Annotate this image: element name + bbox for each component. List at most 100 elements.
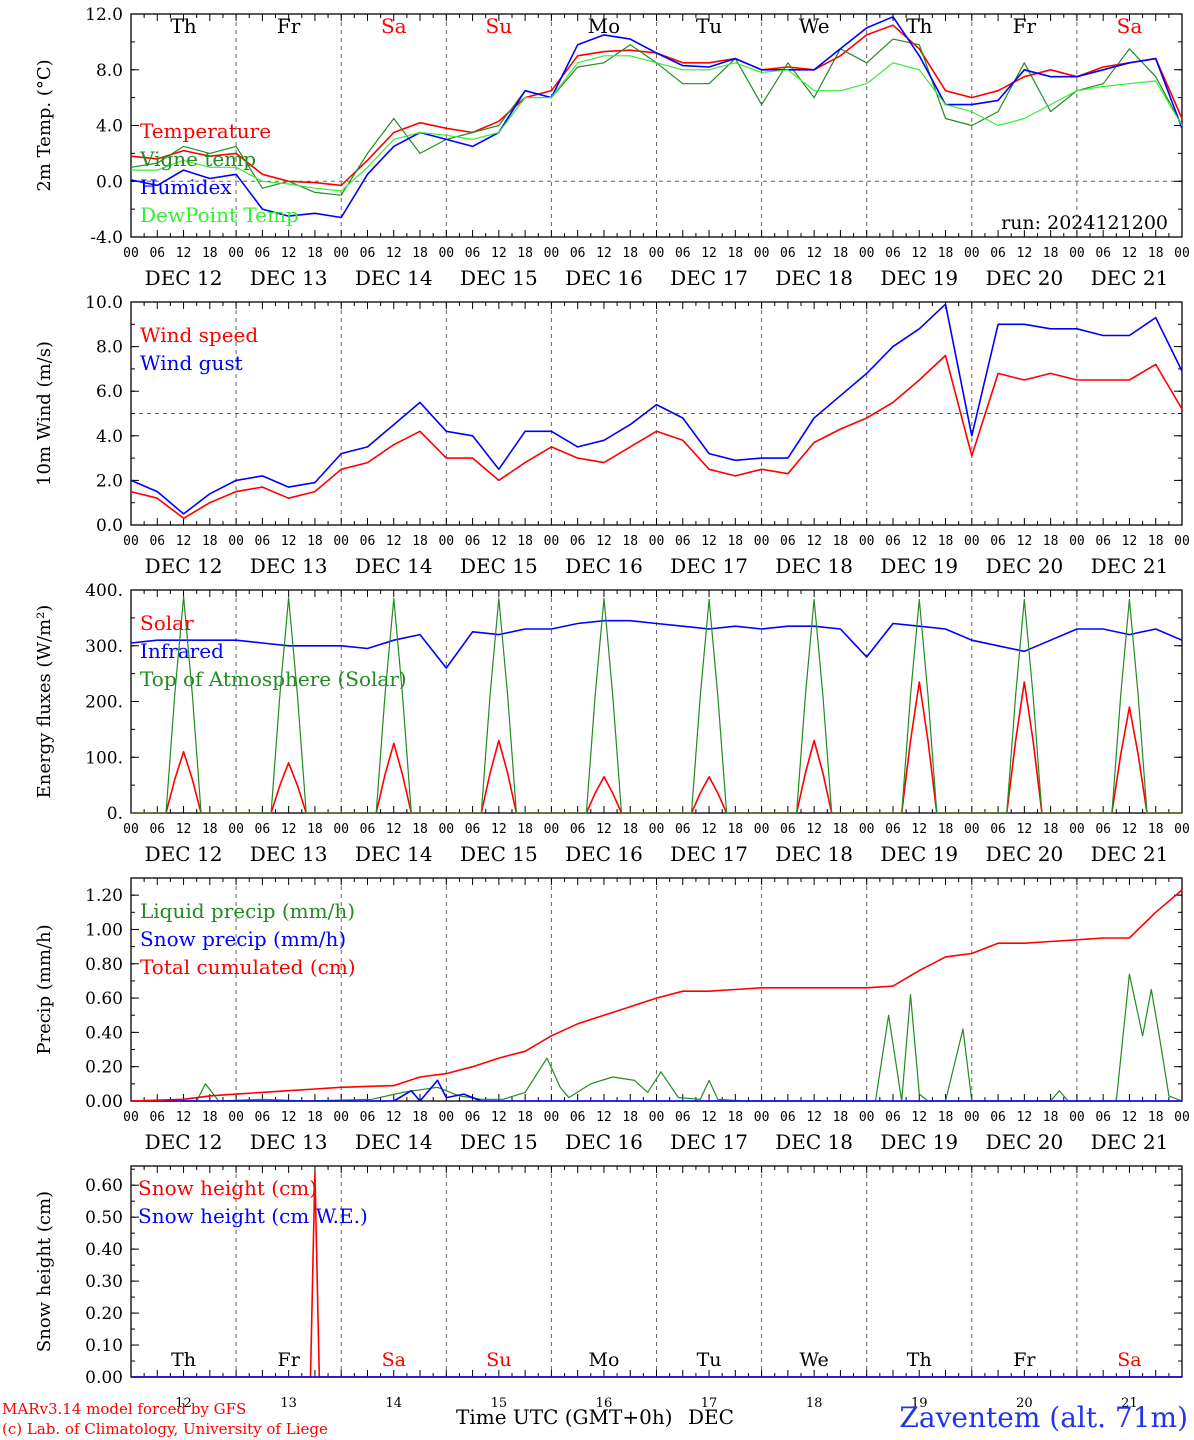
x-hour-label: 00 <box>649 246 665 261</box>
x-hour-label: 18 <box>307 822 323 837</box>
x-hour-label: 06 <box>360 1110 376 1125</box>
x-hour-label: 06 <box>1095 822 1111 837</box>
x-hour-label: 18 <box>833 534 849 549</box>
legend-entry: Temperature <box>140 119 271 143</box>
x-date-label: DEC 13 <box>250 1130 328 1154</box>
weekday-label: Fr <box>1013 1349 1036 1371</box>
x-hour-label: 12 <box>281 1110 297 1125</box>
legend-entry: Snow height (cm) <box>138 1176 317 1200</box>
x-day-number: 19 <box>911 1396 928 1411</box>
x-date-label: DEC 17 <box>670 554 748 578</box>
x-hour-label: 00 <box>1069 1110 1085 1125</box>
y-tick-label: 0.80 <box>85 955 123 975</box>
y-tick-label: 0.0 <box>96 172 123 192</box>
weekday-label: Th <box>907 1349 932 1371</box>
y-tick-label: 0.40 <box>85 1023 123 1043</box>
x-hour-label: 12 <box>281 534 297 549</box>
x-date-label: DEC 15 <box>460 266 538 290</box>
x-hour-label: 18 <box>938 822 954 837</box>
x-date-label: DEC 21 <box>1091 1130 1169 1154</box>
y-axis-label: 2m Temp. (°C) <box>34 59 55 191</box>
legend-entry: Snow precip (mm/h) <box>140 927 346 951</box>
x-hour-label: 00 <box>859 822 875 837</box>
x-hour-label: 00 <box>754 246 770 261</box>
x-hour-label: 06 <box>1095 534 1111 549</box>
x-hour-label: 00 <box>544 246 560 261</box>
series-line <box>130 619 1183 669</box>
x-hour-label: 12 <box>1122 1110 1138 1125</box>
x-hour-label: 00 <box>1174 1110 1190 1125</box>
y-tick-label: 1.20 <box>85 886 123 906</box>
series-line <box>131 1079 1182 1102</box>
legend-entry: Wind gust <box>140 351 243 375</box>
x-day-number: 17 <box>701 1396 718 1411</box>
x-day-number: 21 <box>1121 1396 1138 1411</box>
x-hour-label: 12 <box>596 822 612 837</box>
x-hour-label: 00 <box>964 1110 980 1125</box>
x-hour-label: 12 <box>596 534 612 549</box>
x-hour-label: 06 <box>885 822 901 837</box>
x-hour-label: 12 <box>701 246 717 261</box>
x-date-label: DEC 13 <box>250 842 328 866</box>
run-label: run: 2024121200 <box>1001 212 1168 234</box>
x-date-label: DEC 19 <box>880 842 958 866</box>
y-tick-label: 0.0 <box>96 516 123 536</box>
y-tick-label: 0.60 <box>85 1176 123 1196</box>
y-axis-label: 10m Wind (m/s) <box>34 341 55 486</box>
x-hour-label: 00 <box>123 1110 139 1125</box>
x-date-label: DEC 19 <box>880 266 958 290</box>
x-hour-label: 12 <box>806 1110 822 1125</box>
x-hour-label: 00 <box>859 246 875 261</box>
series-line <box>131 55 1183 192</box>
x-hour-label: 06 <box>675 534 691 549</box>
x-hour-label: 06 <box>465 1110 481 1125</box>
x-date-label: DEC 17 <box>670 266 748 290</box>
x-hour-label: 00 <box>964 246 980 261</box>
weekday-label: Su <box>486 1349 511 1371</box>
y-tick-label: 10.0 <box>85 293 123 313</box>
x-date-label: DEC 14 <box>355 554 433 578</box>
y-axis-label: Precip (mm/h) <box>34 924 55 1054</box>
x-hour-label: 06 <box>570 1110 586 1125</box>
x-date-label: DEC 17 <box>670 842 748 866</box>
y-tick-label: 0.00 <box>85 1368 123 1388</box>
weekday-label: Fr <box>1013 14 1037 38</box>
y-tick-label: 2.0 <box>96 471 123 491</box>
x-hour-label: 00 <box>438 1110 454 1125</box>
x-hour-label: 12 <box>281 246 297 261</box>
legend-entry: Humidex <box>140 175 232 199</box>
x-hour-label: 18 <box>1148 1110 1164 1125</box>
x-hour-label: 18 <box>412 822 428 837</box>
y-tick-label: 0.60 <box>85 989 123 1009</box>
x-hour-label: 06 <box>885 534 901 549</box>
x-hour-label: 00 <box>754 534 770 549</box>
x-hour-label: 06 <box>1095 246 1111 261</box>
x-date-label: DEC 14 <box>355 1130 433 1154</box>
x-hour-label: 12 <box>386 822 402 837</box>
x-hour-label: 18 <box>938 534 954 549</box>
x-hour-label: 06 <box>675 822 691 837</box>
x-hour-label: 18 <box>307 1110 323 1125</box>
x-date-label: DEC 20 <box>985 842 1063 866</box>
x-date-label: DEC 13 <box>250 554 328 578</box>
x-date-label: DEC 19 <box>880 1130 958 1154</box>
x-hour-label: 00 <box>123 246 139 261</box>
x-hour-label: 18 <box>1148 534 1164 549</box>
x-date-label: DEC 15 <box>460 842 538 866</box>
x-hour-label: 00 <box>1069 822 1085 837</box>
x-hour-label: 00 <box>1174 822 1190 837</box>
x-date-label: DEC 12 <box>145 842 223 866</box>
y-tick-label: -4.0 <box>90 228 123 248</box>
x-hour-label: 00 <box>544 534 560 549</box>
footer-lab: (c) Lab. of Climatology, University of L… <box>2 1420 328 1438</box>
series-line <box>130 354 1183 520</box>
legend-entry: DewPoint Temp <box>140 203 299 227</box>
x-hour-label: 12 <box>176 822 192 837</box>
x-hour-label: 00 <box>1069 246 1085 261</box>
x-hour-label: 12 <box>1122 822 1138 837</box>
x-hour-label: 18 <box>202 822 218 837</box>
x-hour-label: 00 <box>333 822 349 837</box>
y-tick-label: 8.0 <box>96 338 123 358</box>
x-hour-label: 06 <box>255 246 271 261</box>
x-hour-label: 18 <box>412 1110 428 1125</box>
